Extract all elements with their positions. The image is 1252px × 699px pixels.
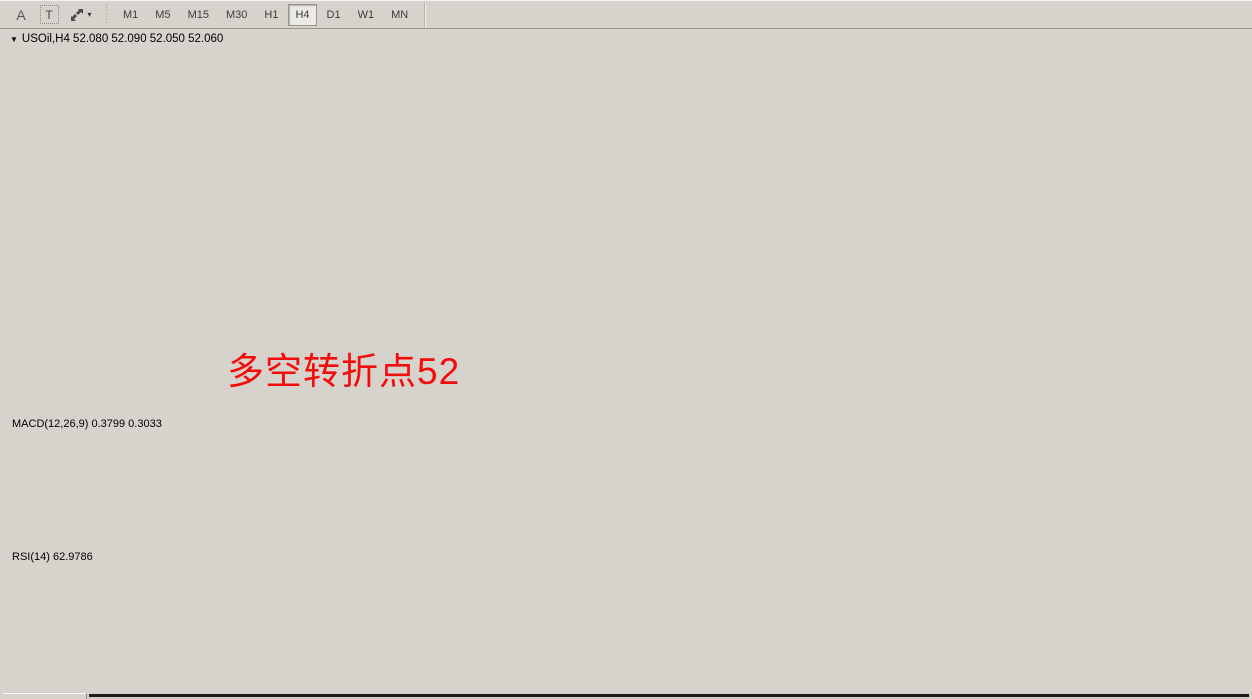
timeframe-button-h4[interactable]: H4 xyxy=(288,3,317,26)
rsi-indicator-label: RSI(14) 62.9786 xyxy=(12,551,93,563)
chevron-down-icon: ▾ xyxy=(87,10,92,19)
scrollbar-thumb[interactable] xyxy=(89,694,1249,697)
text-box-tool-button[interactable]: T xyxy=(36,3,62,27)
timeframe-button-h1[interactable]: H1 xyxy=(264,8,279,21)
text-label-tool-button[interactable]: A xyxy=(16,6,26,23)
scrollbar-left-button[interactable] xyxy=(3,693,87,699)
timeframe-button-m1[interactable]: M1 xyxy=(123,8,139,21)
timeframe-button-d1[interactable]: D1 xyxy=(326,8,341,21)
timeframe-button-mn[interactable]: MN xyxy=(391,8,409,21)
chart-annotation-text: 多空转折点52 xyxy=(227,351,461,392)
macd-indicator-label: MACD(12,26,9) 0.3799 0.3033 xyxy=(12,418,162,430)
timeframe-button-m5[interactable]: M5 xyxy=(155,8,171,21)
timeframe-button-m30[interactable]: M30 xyxy=(225,8,248,21)
arrows-tool-button[interactable]: ▾ xyxy=(64,3,98,27)
timeframe-button-w1[interactable]: W1 xyxy=(357,8,375,21)
timeframe-buttons: M1 M5 M15 M30 H1 H4 D1 W1 MN xyxy=(116,3,418,26)
horizontal-scrollbar xyxy=(3,693,1251,699)
toolbar-separator-grip xyxy=(104,3,110,26)
timeframe-button-m15[interactable]: M15 xyxy=(187,8,209,21)
collapse-triangle-icon: ▼ xyxy=(10,34,18,44)
chart-title-text: USOil,H4 52.080 52.090 52.050 52.060 xyxy=(21,33,224,45)
chart-title: ▼ USOil,H4 52.080 52.090 52.050 52.060 xyxy=(10,33,223,45)
toolbar-end-separator xyxy=(424,2,427,27)
arrows-icon xyxy=(71,8,84,21)
toolbar: A T ▾ M1 M5 M15 M30 H1 H4 D1 W1 MN xyxy=(0,0,1252,29)
text-box-icon: T xyxy=(39,5,59,24)
